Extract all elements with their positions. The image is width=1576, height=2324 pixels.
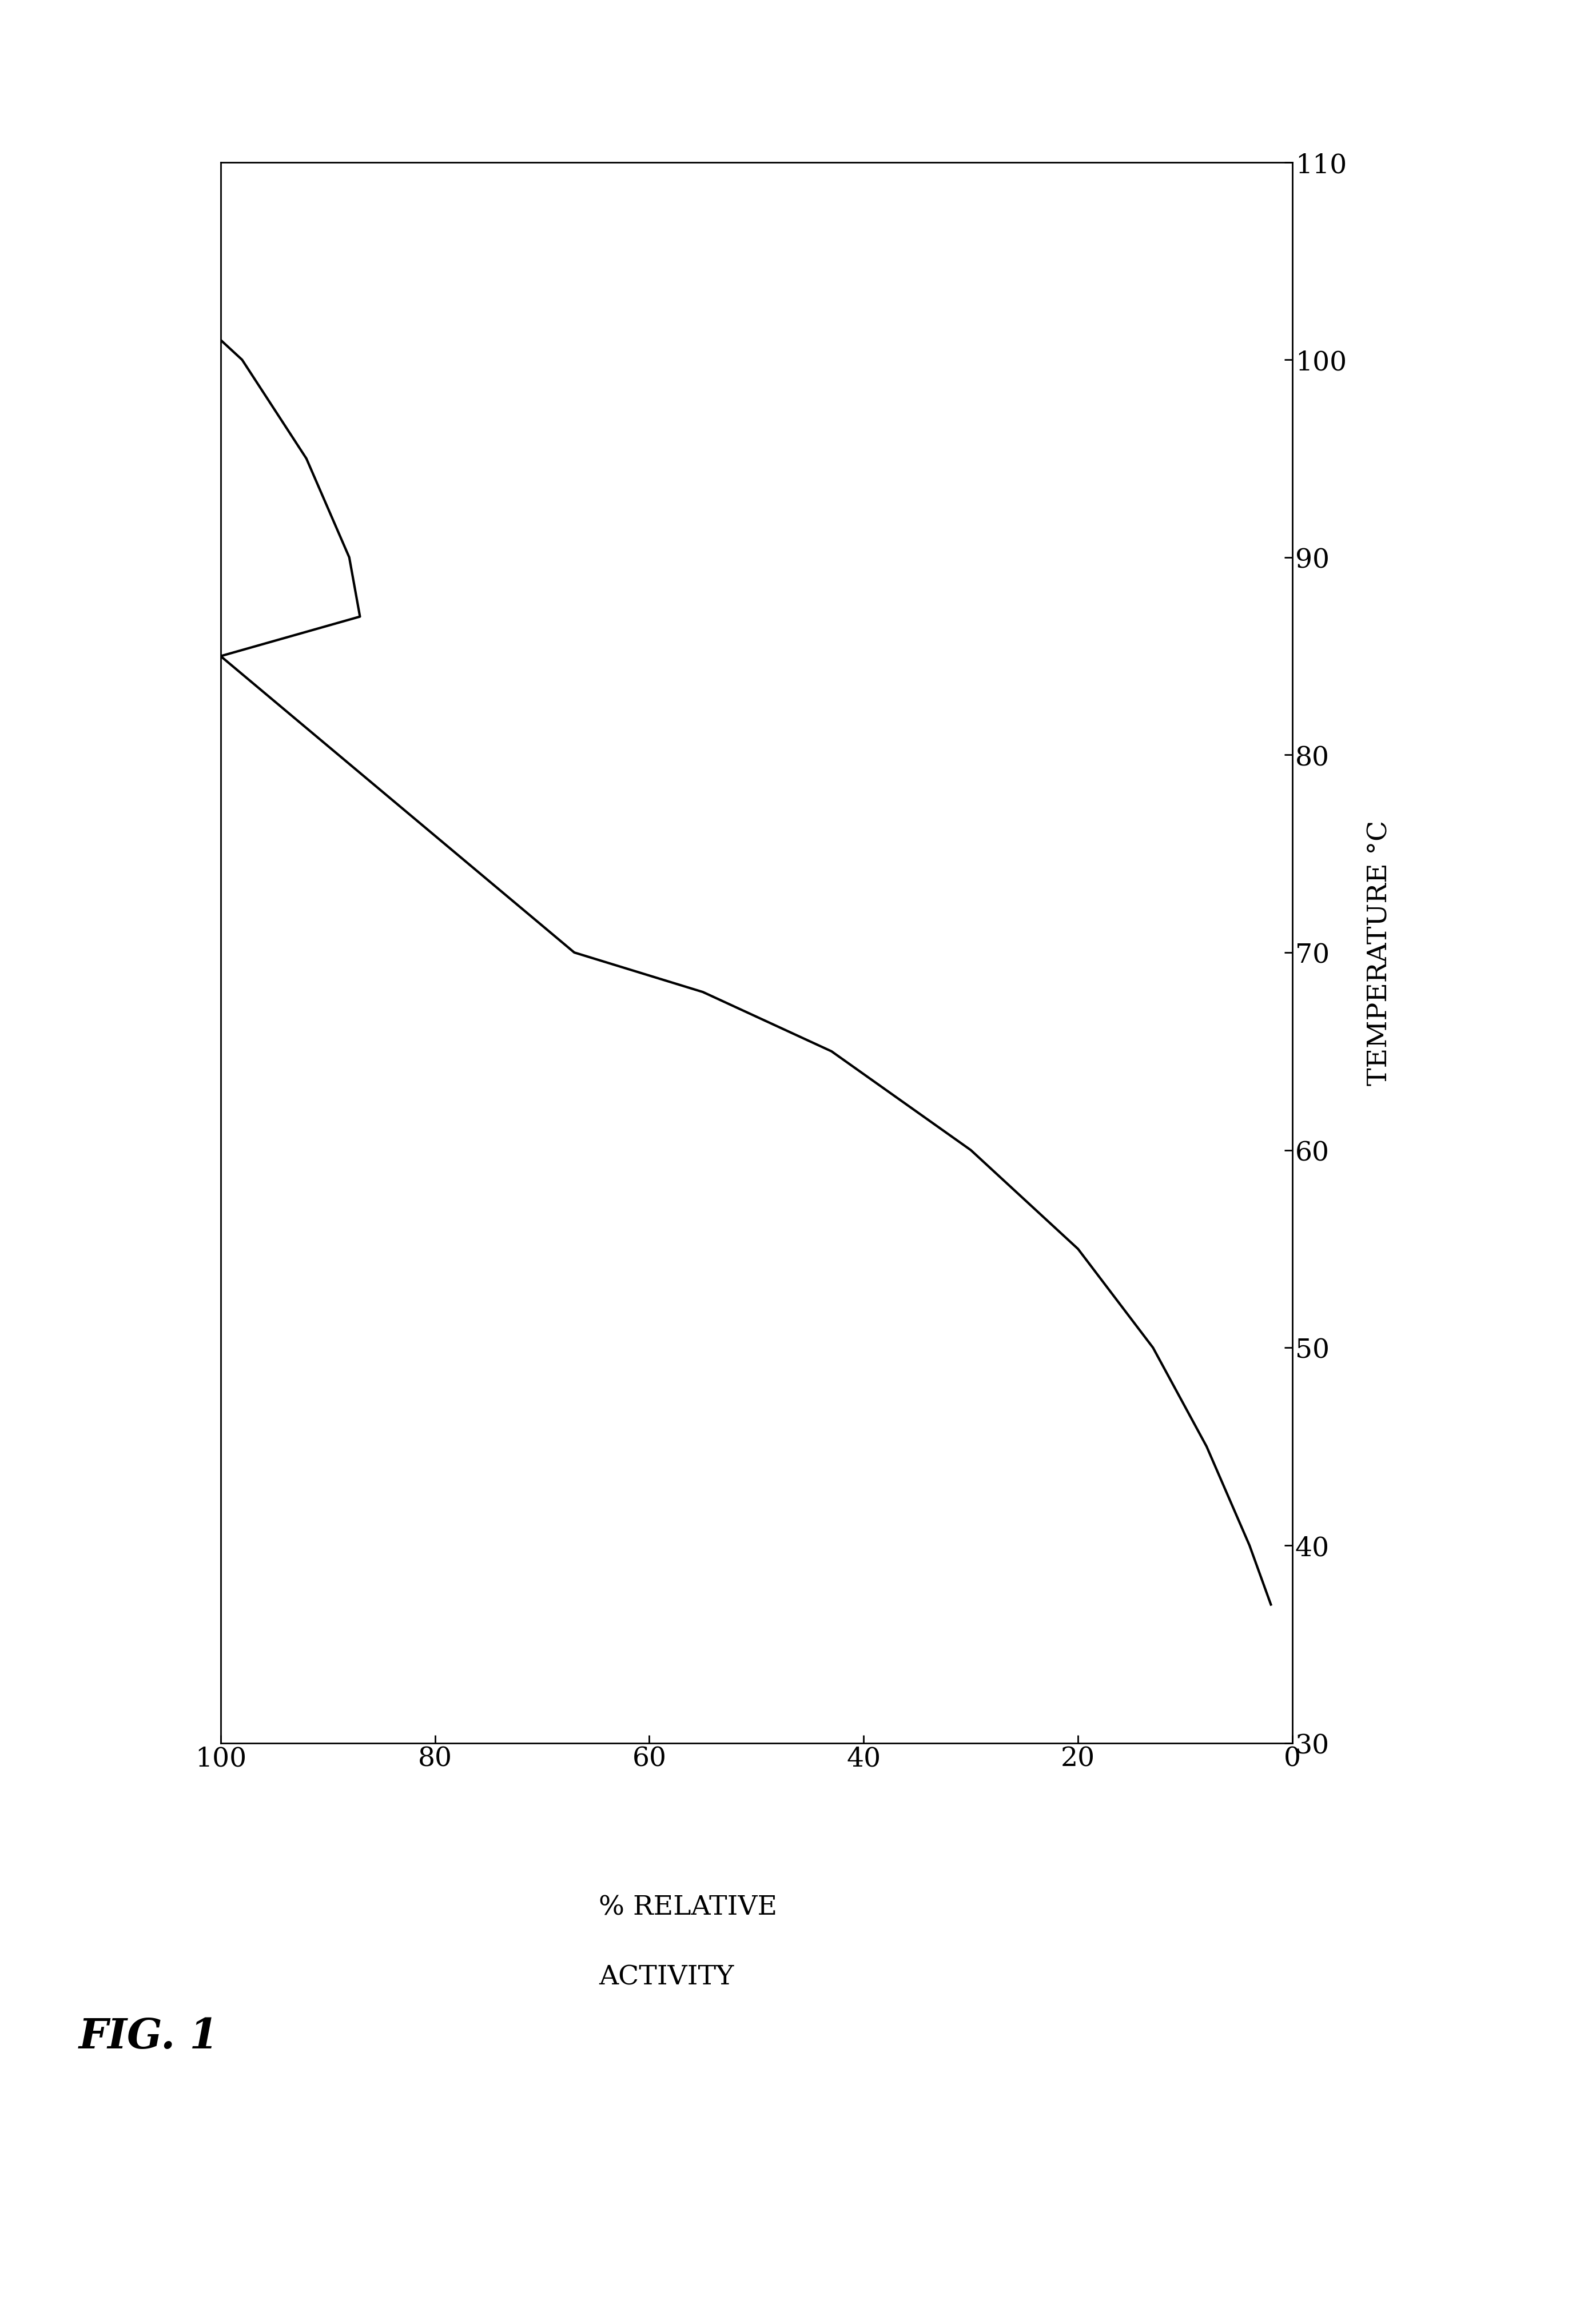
Text: % RELATIVE: % RELATIVE: [599, 1894, 777, 1920]
Text: ACTIVITY: ACTIVITY: [599, 1964, 734, 1989]
Text: FIG. 1: FIG. 1: [79, 2017, 219, 2057]
Y-axis label: TEMPERATURE °C: TEMPERATURE °C: [1366, 820, 1393, 1085]
